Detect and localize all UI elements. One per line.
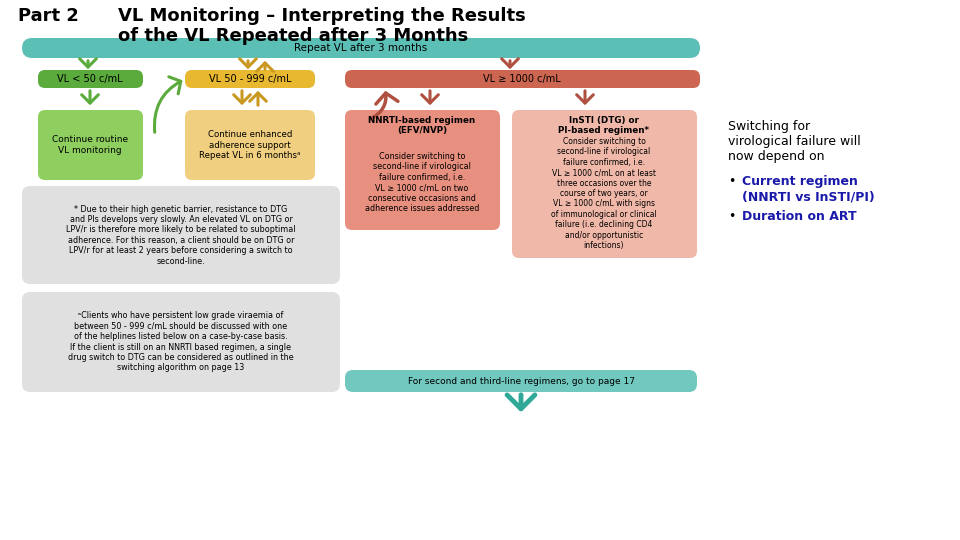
Text: ᵃClients who have persistent low grade viraemia of
between 50 - 999 c/mL should : ᵃClients who have persistent low grade v… bbox=[68, 312, 294, 373]
FancyBboxPatch shape bbox=[22, 292, 340, 392]
Text: Repeat VL after 3 months: Repeat VL after 3 months bbox=[295, 43, 427, 53]
Text: of the VL Repeated after 3 Months: of the VL Repeated after 3 Months bbox=[118, 27, 468, 45]
Text: Consider switching to
second-line if virological
failure confirmed, i.e.
VL ≥ 10: Consider switching to second-line if vir… bbox=[365, 152, 479, 213]
Text: Consider switching to
second-line if virological
failure confirmed, i.e.
VL ≥ 10: Consider switching to second-line if vir… bbox=[551, 137, 657, 250]
Text: Switching for
virological failure will
now depend on: Switching for virological failure will n… bbox=[728, 120, 861, 163]
Text: VL ≥ 1000 c/mL: VL ≥ 1000 c/mL bbox=[483, 74, 561, 84]
Text: VL Monitoring – Interpreting the Results: VL Monitoring – Interpreting the Results bbox=[118, 7, 526, 25]
FancyBboxPatch shape bbox=[185, 110, 315, 180]
FancyBboxPatch shape bbox=[185, 70, 315, 88]
Text: Duration on ART: Duration on ART bbox=[742, 210, 856, 223]
FancyBboxPatch shape bbox=[345, 370, 697, 392]
FancyBboxPatch shape bbox=[22, 38, 700, 58]
Text: •: • bbox=[728, 210, 735, 223]
Text: Current regimen
(NNRTI vs InSTI/PI): Current regimen (NNRTI vs InSTI/PI) bbox=[742, 175, 875, 203]
FancyBboxPatch shape bbox=[345, 110, 500, 230]
Text: •: • bbox=[728, 175, 735, 188]
Text: Continue routine
VL monitoring: Continue routine VL monitoring bbox=[52, 136, 128, 154]
FancyBboxPatch shape bbox=[22, 186, 340, 284]
Text: VL 50 - 999 c/mL: VL 50 - 999 c/mL bbox=[208, 74, 291, 84]
Text: VL < 50 c/mL: VL < 50 c/mL bbox=[58, 74, 123, 84]
Text: * Due to their high genetic barrier, resistance to DTG
and PIs develops very slo: * Due to their high genetic barrier, res… bbox=[66, 205, 296, 266]
FancyBboxPatch shape bbox=[38, 70, 143, 88]
FancyBboxPatch shape bbox=[345, 70, 700, 88]
Text: For second and third-line regimens, go to page 17: For second and third-line regimens, go t… bbox=[407, 376, 635, 386]
Text: NNRTI-based regimen
(EFV/NVP): NNRTI-based regimen (EFV/NVP) bbox=[369, 116, 475, 136]
Text: InSTI (DTG) or
PI-based regimen*: InSTI (DTG) or PI-based regimen* bbox=[559, 116, 650, 136]
FancyBboxPatch shape bbox=[512, 110, 697, 258]
Text: Continue enhanced
adherence support
Repeat VL in 6 monthsᵃ: Continue enhanced adherence support Repe… bbox=[200, 130, 300, 160]
FancyBboxPatch shape bbox=[38, 110, 143, 180]
Text: Part 2: Part 2 bbox=[18, 7, 79, 25]
